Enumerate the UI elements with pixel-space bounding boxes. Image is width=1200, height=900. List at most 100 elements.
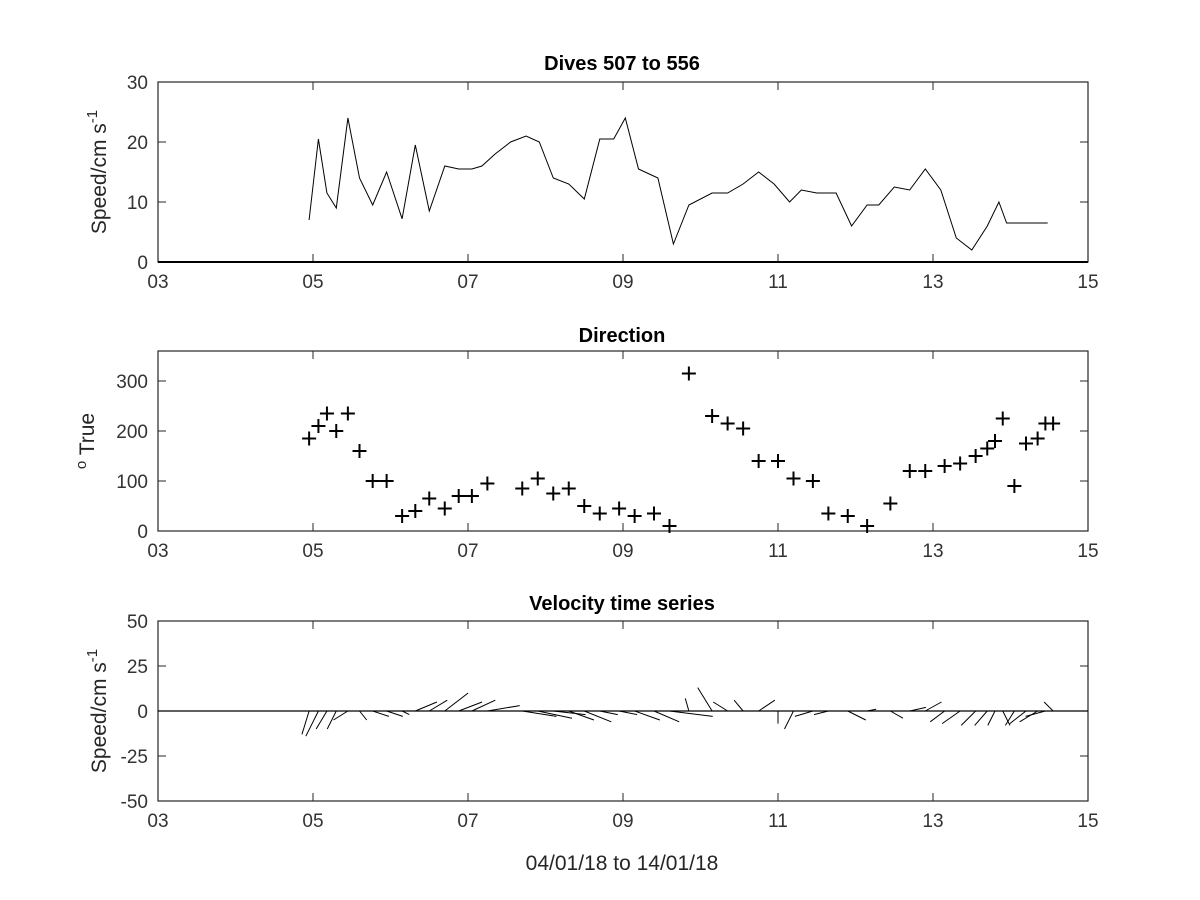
direction-y-label: o True (73, 413, 99, 469)
direction-marker (319, 406, 334, 421)
direction-marker (592, 506, 607, 521)
velocity-stick (619, 710, 638, 716)
velocity-stick (301, 710, 310, 735)
direction-marker (736, 421, 751, 436)
direction-y-tick-label: 200 (116, 422, 148, 443)
direction-marker (786, 471, 801, 486)
direction-marker (968, 449, 983, 463)
direction-marker (515, 481, 530, 496)
velocity-y-label: Speed/cm s-1 (84, 649, 111, 773)
velocity-x-label: 04/01/18 to 14/01/18 (526, 852, 719, 875)
direction-marker (451, 489, 466, 503)
velocity-x-ticks: 03 05 07 09 11 13 15 (147, 621, 1099, 832)
velocity-stick (929, 710, 945, 723)
velocity-stick (522, 710, 557, 717)
velocity-stick (758, 699, 776, 712)
velocity-stick (359, 710, 368, 721)
velocity-stick (444, 692, 469, 712)
velocity-stick (471, 699, 496, 712)
direction-marker (860, 519, 875, 533)
velocity-stick (372, 710, 390, 717)
direction-x-tick-label: 09 (612, 541, 633, 562)
velocity-stick (941, 710, 961, 725)
direction-marker (352, 444, 367, 458)
direction-marker (662, 519, 677, 533)
velocity-y-tick-label: 0 (137, 702, 148, 723)
velocity-stick (458, 701, 483, 712)
velocity-stick (813, 710, 829, 716)
velocity-x-tick-label: 05 (302, 811, 323, 832)
velocity-sticks (301, 687, 1054, 737)
velocity-stick (1025, 710, 1046, 717)
velocity-stick (712, 701, 728, 712)
direction-axes-box (157, 350, 1089, 532)
direction-marker (302, 431, 317, 446)
speed-x-tick-label: 13 (922, 272, 943, 293)
velocity-stick (794, 710, 814, 717)
direction-marker (612, 501, 627, 516)
velocity-stick (305, 710, 319, 737)
velocity-stick (415, 701, 438, 712)
direction-marker (530, 471, 545, 486)
direction-markers (302, 366, 1061, 533)
speed-x-tick-label: 11 (768, 272, 788, 293)
velocity-stick (599, 710, 618, 716)
velocity-stick (326, 710, 337, 730)
direction-x-tick-label: 15 (1077, 541, 1098, 562)
direction-marker (1019, 436, 1033, 451)
velocity-stick (315, 710, 328, 730)
speed-x-tick-label: 03 (147, 272, 168, 293)
direction-y-tick-label: 100 (116, 472, 148, 493)
velocity-stick (784, 710, 794, 730)
velocity-stick (987, 710, 996, 726)
velocity-stick (867, 708, 877, 712)
velocity-stick (697, 687, 713, 712)
direction-marker (577, 499, 592, 513)
direction-y-ticks: 0 100 200 300 (116, 372, 1088, 543)
direction-x-tick-label: 05 (302, 541, 323, 562)
direction-marker (937, 459, 952, 473)
velocity-stick (847, 710, 866, 721)
speed-x-ticks: 03 05 07 09 11 13 15 (147, 82, 1099, 293)
speed-x-tick-label: 05 (302, 272, 323, 293)
direction-x-tick-label: 07 (457, 541, 478, 562)
direction-marker (821, 506, 836, 521)
velocity-x-tick-label: 15 (1077, 811, 1098, 832)
velocity-stick (909, 706, 927, 712)
direction-marker (627, 509, 642, 523)
direction-marker (340, 406, 355, 421)
direction-marker (771, 454, 785, 468)
direction-x-tick-label: 03 (147, 541, 168, 562)
velocity-stick (537, 710, 573, 719)
velocity-stick (960, 710, 976, 726)
velocity-y-tick-label: 50 (127, 612, 148, 633)
direction-marker (681, 366, 696, 381)
direction-marker (422, 491, 437, 506)
speed-x-tick-label: 15 (1077, 272, 1098, 293)
speed-y-tick-label: 10 (127, 193, 148, 214)
velocity-stick (584, 710, 612, 723)
direction-marker (980, 441, 995, 456)
direction-marker (1030, 431, 1045, 446)
direction-marker (464, 489, 479, 503)
direction-marker (953, 456, 968, 471)
direction-marker (883, 496, 898, 511)
velocity-stick (974, 710, 988, 726)
speed-series-line (308, 116, 1048, 251)
direction-marker (902, 464, 917, 478)
velocity-stick (1043, 701, 1054, 712)
speed-axes-box (157, 81, 1089, 263)
direction-marker (311, 419, 326, 433)
velocity-x-tick-label: 09 (612, 811, 633, 832)
direction-x-tick-label: 11 (768, 541, 788, 562)
direction-marker (365, 474, 380, 488)
direction-marker (379, 474, 394, 488)
velocity-stick (1019, 710, 1038, 723)
direction-marker (995, 411, 1010, 426)
direction-marker (647, 506, 661, 521)
velocity-x-tick-label: 11 (768, 811, 788, 832)
direction-marker (1007, 479, 1022, 493)
direction-panel: Direction 0 100 200 300 03 05 07 09 11 13 15 o Tr… (73, 325, 1099, 562)
velocity-stick (333, 710, 349, 721)
